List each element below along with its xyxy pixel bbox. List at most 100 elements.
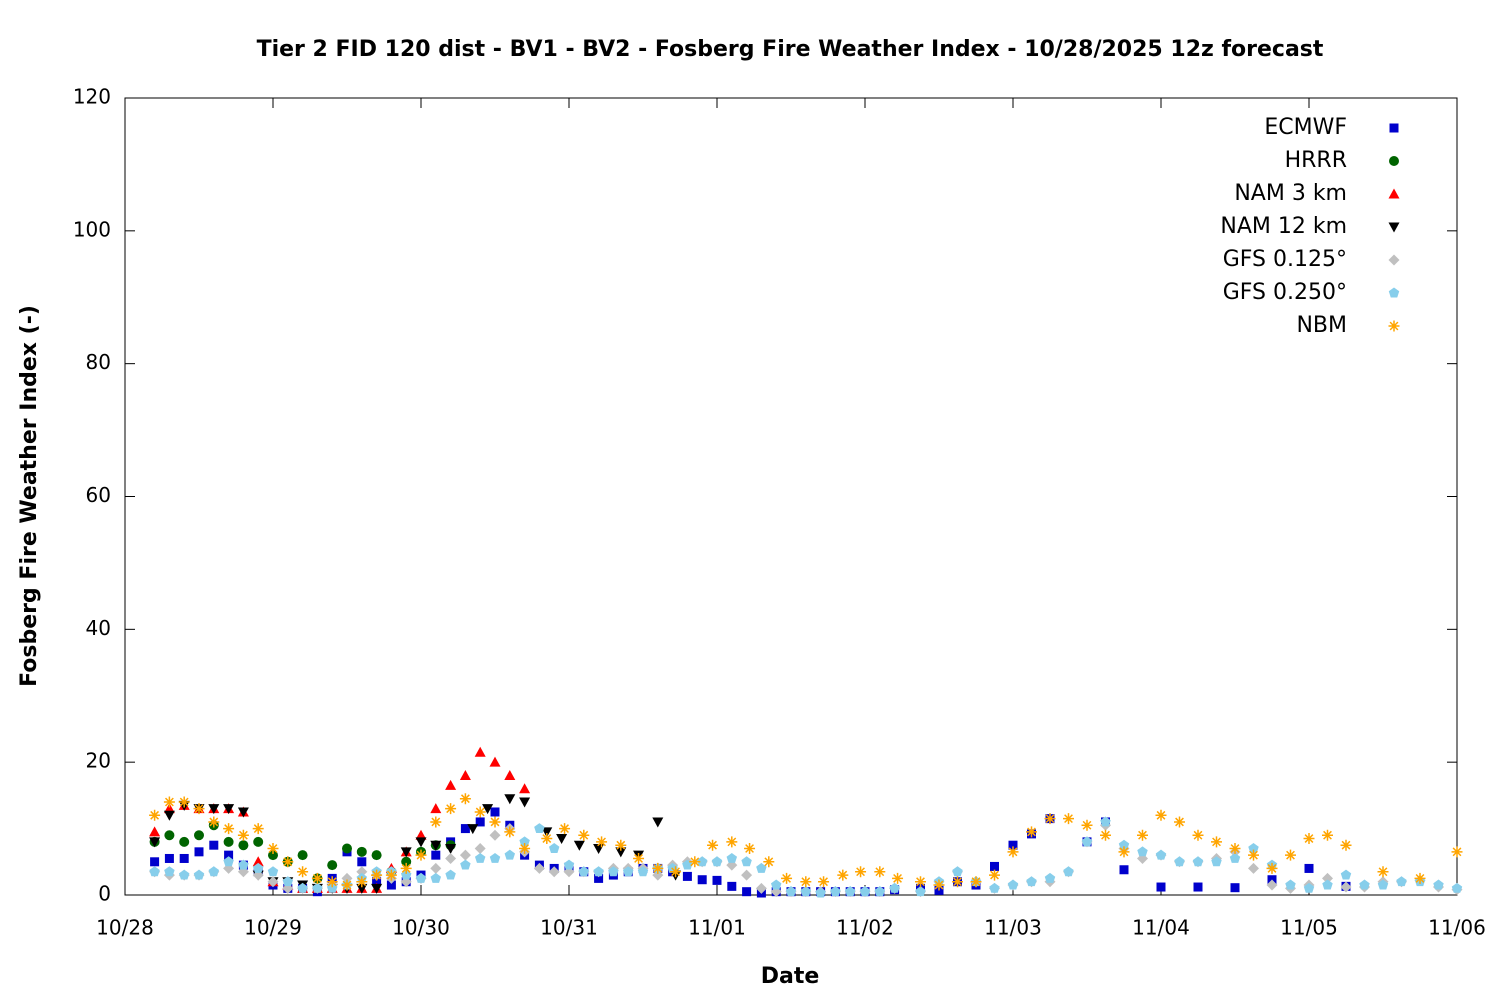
- data-point: [800, 886, 812, 897]
- data-point: [150, 857, 160, 867]
- data-point: [164, 853, 174, 863]
- data-point: [519, 836, 530, 847]
- data-point: [267, 866, 279, 877]
- data-point: [431, 850, 441, 860]
- x-tick-label: 11/03: [984, 916, 1042, 940]
- data-point: [223, 856, 234, 867]
- data-point: [742, 887, 752, 897]
- x-tick-label: 10/28: [96, 916, 154, 940]
- data-point: [223, 836, 234, 847]
- data-point: [1063, 866, 1074, 877]
- y-tick-label: 80: [86, 350, 111, 374]
- data-point: [1322, 879, 1333, 890]
- data-point: [874, 886, 886, 897]
- y-tick-label: 120: [73, 85, 111, 109]
- data-point: [297, 866, 309, 878]
- data-point: [1248, 862, 1259, 874]
- data-point: [1396, 876, 1407, 887]
- legend-label: ECMWF: [1264, 115, 1347, 140]
- data-point: [459, 849, 471, 861]
- data-point: [915, 886, 926, 897]
- data-point: [1118, 846, 1130, 858]
- data-point: [990, 861, 999, 871]
- y-tick-label: 60: [86, 483, 111, 507]
- legend-marker: [1388, 287, 1400, 298]
- data-point: [1322, 872, 1333, 884]
- legend-marker: [1388, 222, 1400, 233]
- data-point: [1192, 856, 1204, 867]
- data-point: [818, 876, 830, 888]
- data-point: [594, 873, 604, 883]
- data-point: [707, 839, 719, 851]
- data-point: [400, 847, 412, 858]
- legend-marker: [1389, 123, 1399, 133]
- data-point: [297, 882, 308, 893]
- data-point: [763, 856, 775, 868]
- data-point: [163, 803, 175, 814]
- data-point: [1192, 829, 1204, 841]
- legend-label: HRRR: [1285, 148, 1347, 173]
- data-point: [163, 810, 175, 821]
- data-point: [593, 866, 604, 877]
- data-point: [504, 826, 516, 838]
- data-point: [689, 856, 701, 868]
- data-point: [596, 836, 608, 848]
- data-point: [223, 823, 235, 835]
- data-point: [282, 876, 294, 887]
- data-point: [1026, 876, 1037, 887]
- data-point: [415, 829, 427, 840]
- data-point: [756, 862, 767, 873]
- data-point: [696, 856, 708, 867]
- data-point: [1081, 819, 1093, 831]
- data-point: [267, 843, 279, 855]
- data-point: [744, 843, 756, 855]
- data-point: [548, 843, 560, 853]
- data-point: [652, 862, 664, 874]
- data-point: [637, 866, 649, 877]
- data-point: [1248, 843, 1259, 853]
- legend-marker: [1388, 254, 1400, 266]
- data-point: [844, 886, 856, 897]
- data-point: [445, 852, 457, 864]
- data-point: [859, 886, 871, 897]
- data-point: [504, 794, 516, 805]
- data-point: [504, 849, 516, 860]
- data-point: [460, 859, 471, 870]
- data-point: [652, 817, 664, 828]
- data-point: [615, 839, 627, 851]
- data-point: [989, 882, 1000, 893]
- data-point: [430, 803, 442, 814]
- data-point: [430, 840, 442, 851]
- data-point: [327, 860, 338, 871]
- data-point: [1266, 879, 1278, 891]
- data-point: [209, 840, 219, 850]
- data-point: [1155, 809, 1167, 821]
- data-point: [1156, 882, 1166, 892]
- data-point: [163, 796, 175, 808]
- x-tick-label: 11/01: [688, 916, 746, 940]
- legend-label: GFS 0.250°: [1223, 280, 1347, 305]
- data-point: [268, 850, 278, 861]
- data-point: [445, 803, 457, 815]
- data-point: [1008, 840, 1018, 850]
- data-point: [563, 859, 575, 870]
- y-tick-label: 100: [73, 217, 111, 241]
- data-point: [712, 875, 722, 885]
- data-point: [726, 852, 738, 863]
- data-point: [952, 876, 963, 888]
- data-point: [467, 824, 479, 835]
- data-point: [208, 804, 220, 815]
- data-point: [297, 850, 308, 861]
- data-point: [164, 866, 175, 877]
- legend-marker: [1389, 156, 1399, 166]
- data-point: [149, 837, 161, 848]
- data-point: [785, 886, 797, 897]
- data-point: [548, 866, 560, 878]
- x-tick-label: 11/06: [1428, 916, 1486, 940]
- data-point: [252, 823, 264, 835]
- data-point: [149, 809, 161, 821]
- data-point: [474, 843, 486, 855]
- data-point: [633, 852, 645, 864]
- data-point: [1137, 846, 1148, 857]
